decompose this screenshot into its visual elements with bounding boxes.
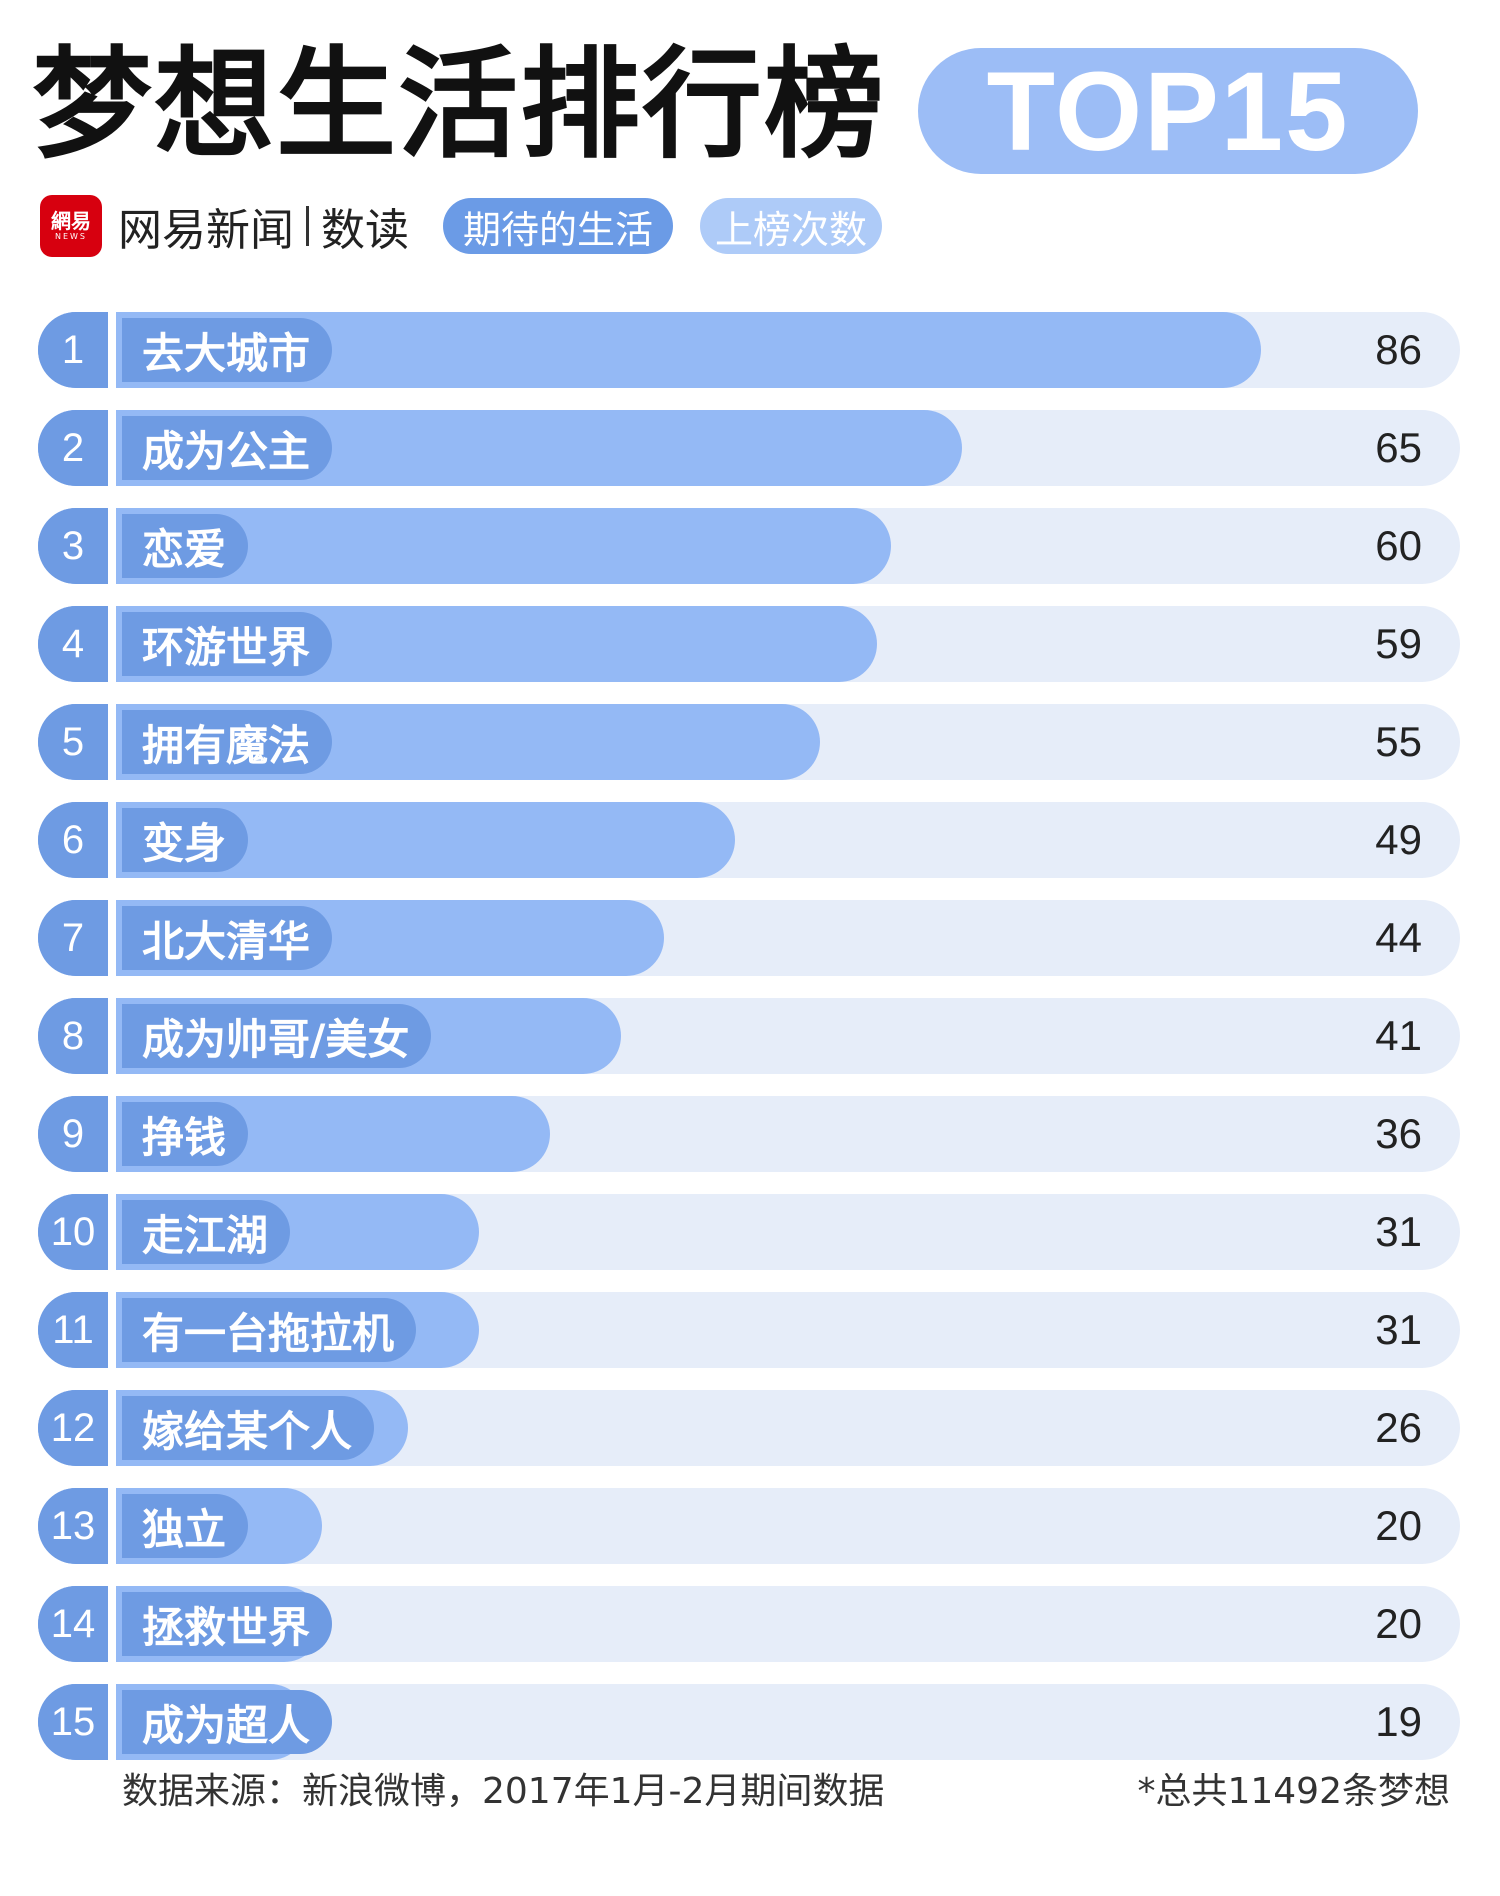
value-label: 31 xyxy=(1375,1306,1422,1353)
rank-label: 10 xyxy=(38,1194,116,1270)
rank-label: 14 xyxy=(38,1586,116,1662)
category-label: 拥有魔法 xyxy=(122,710,333,774)
rank-label: 7 xyxy=(38,900,116,976)
value-label: 20 xyxy=(1375,1502,1422,1549)
bar-row: 6 变身 49 xyxy=(0,802,1500,878)
total-note: *总共11492条梦想 xyxy=(1137,1771,1450,1812)
value-label: 65 xyxy=(1375,424,1422,471)
bar-row: 15 成为超人 19 xyxy=(0,1684,1500,1760)
category-label: 挣钱 xyxy=(122,1102,249,1166)
bar-row: 11 有一台拖拉机 31 xyxy=(0,1292,1500,1368)
bar-row: 14 拯救世界 20 xyxy=(0,1586,1500,1662)
value-label: 26 xyxy=(1375,1404,1422,1451)
category-label: 恋爱 xyxy=(122,514,249,578)
bar-row: 8 成为帅哥/美女 41 xyxy=(0,998,1500,1074)
value-label: 31 xyxy=(1375,1208,1422,1255)
rank-label: 13 xyxy=(38,1488,116,1564)
rank-label: 5 xyxy=(38,704,116,780)
rank-label: 4 xyxy=(38,606,116,682)
page-title: 梦想生活排行榜 xyxy=(32,36,886,175)
bar-row: 13 独立 20 xyxy=(0,1488,1500,1564)
value-label: 60 xyxy=(1375,522,1422,569)
bar-row: 10 走江湖 31 xyxy=(0,1194,1500,1270)
top15-badge: TOP15 xyxy=(918,48,1418,174)
category-label: 环游世界 xyxy=(122,612,333,676)
value-label: 41 xyxy=(1375,1012,1422,1059)
rank-label: 6 xyxy=(38,802,116,878)
bar-row: 5 拥有魔法 55 xyxy=(0,704,1500,780)
bar-row: 3 恋爱 60 xyxy=(0,508,1500,584)
category-label: 去大城市 xyxy=(122,318,333,382)
rank-label: 12 xyxy=(38,1390,116,1466)
value-label: 49 xyxy=(1375,816,1422,863)
category-label: 成为公主 xyxy=(122,416,333,480)
rank-label: 1 xyxy=(38,312,116,388)
category-label: 成为超人 xyxy=(122,1690,333,1754)
bar-row: 2 成为公主 65 xyxy=(0,410,1500,486)
bar-row: 12 嫁给某个人 26 xyxy=(0,1390,1500,1466)
rank-label: 3 xyxy=(38,508,116,584)
brand-separator xyxy=(306,206,309,246)
category-label: 走江湖 xyxy=(122,1200,291,1264)
brand-left: 网易新闻 xyxy=(118,205,294,256)
bar-row: 4 环游世界 59 xyxy=(0,606,1500,682)
value-label: 86 xyxy=(1375,326,1422,373)
category-label: 有一台拖拉机 xyxy=(122,1298,417,1362)
category-label: 变身 xyxy=(122,808,249,872)
legend-dream-life: 期待的生活 xyxy=(443,198,673,254)
category-label: 独立 xyxy=(122,1494,249,1558)
brand: 网易新闻 数读 xyxy=(118,198,409,256)
rank-label: 15 xyxy=(38,1684,116,1760)
netease-logo: 網易 NEWS xyxy=(40,195,102,257)
category-label: 北大清华 xyxy=(122,906,333,970)
value-label: 59 xyxy=(1375,620,1422,667)
value-label: 20 xyxy=(1375,1600,1422,1647)
value-label: 36 xyxy=(1375,1110,1422,1157)
rank-label: 11 xyxy=(38,1292,116,1368)
rank-label: 9 xyxy=(38,1096,116,1172)
rank-label: 2 xyxy=(38,410,116,486)
logo-sub: NEWS xyxy=(54,232,88,241)
category-label: 成为帅哥/美女 xyxy=(122,1004,432,1068)
rank-label: 8 xyxy=(38,998,116,1074)
value-label: 44 xyxy=(1375,914,1422,961)
bar-row: 9 挣钱 36 xyxy=(0,1096,1500,1172)
category-label: 拯救世界 xyxy=(122,1592,333,1656)
value-label: 19 xyxy=(1375,1698,1422,1745)
category-label: 嫁给某个人 xyxy=(122,1396,375,1460)
value-label: 55 xyxy=(1375,718,1422,765)
legend-count: 上榜次数 xyxy=(700,198,882,254)
brand-right: 数读 xyxy=(321,205,409,256)
data-source: 数据来源：新浪微博，2017年1月-2月期间数据 xyxy=(122,1771,885,1812)
bar-row: 1 去大城市 86 xyxy=(0,312,1500,388)
logo-text: 網易 xyxy=(51,209,91,233)
bar-row: 7 北大清华 44 xyxy=(0,900,1500,976)
